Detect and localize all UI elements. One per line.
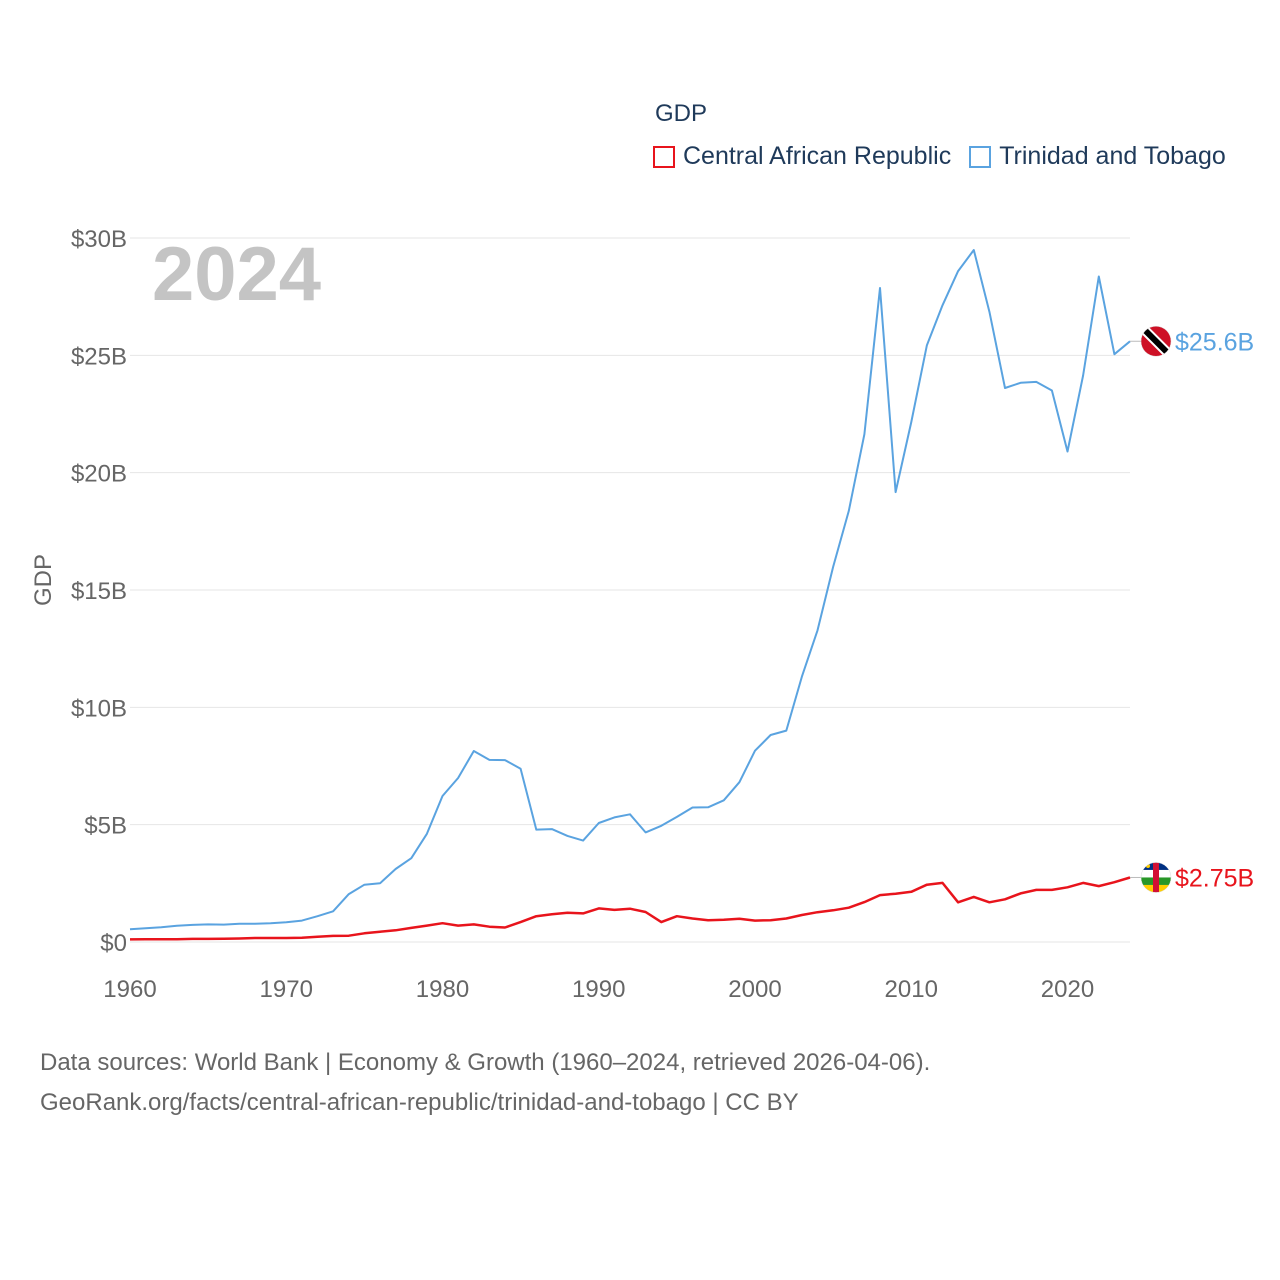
y-tick-label: $5B bbox=[84, 813, 127, 840]
x-tick-label: 1980 bbox=[416, 976, 469, 1003]
sources-line-2[interactable]: GeoRank.org/facts/central-african-republ… bbox=[40, 1089, 799, 1116]
flag-outline bbox=[1140, 326, 1172, 357]
legend: Central African Republic Trinidad and To… bbox=[653, 142, 1244, 171]
series-line bbox=[129, 876, 1131, 941]
legend-swatch-central-african-republic bbox=[653, 145, 675, 168]
x-tick-label: 1960 bbox=[103, 976, 156, 1003]
end-value-label: $2.75B bbox=[1175, 864, 1254, 892]
year-label: 2024 bbox=[152, 232, 321, 317]
legend-item-trinidad-and-tobago[interactable]: Trinidad and Tobago bbox=[969, 142, 1226, 171]
y-tick-label: $0 bbox=[100, 930, 127, 957]
x-tick-label: 2020 bbox=[1041, 976, 1094, 1003]
data-sources: Data sources: World Bank | Economy & Gro… bbox=[40, 1043, 930, 1123]
y-axis-label: GDP bbox=[30, 554, 57, 606]
y-tick-label: $25B bbox=[71, 343, 127, 370]
y-tick-label: $10B bbox=[71, 695, 127, 722]
x-tick-label: 2000 bbox=[728, 976, 781, 1003]
legend-item-central-african-republic[interactable]: Central African Republic bbox=[653, 142, 951, 171]
x-tick-label: 1990 bbox=[572, 976, 625, 1003]
x-tick-label: 1970 bbox=[260, 976, 313, 1003]
legend-title: GDP bbox=[655, 100, 708, 127]
y-tick-label: $20B bbox=[71, 461, 127, 488]
legend-label: Central African Republic bbox=[683, 142, 952, 170]
flag-stripe bbox=[1153, 862, 1159, 893]
sources-line-1: Data sources: World Bank | Economy & Gro… bbox=[40, 1049, 931, 1076]
y-tick-label: $30B bbox=[71, 226, 127, 253]
legend-label: Trinidad and Tobago bbox=[999, 142, 1226, 170]
y-tick-label: $15B bbox=[71, 578, 127, 605]
series-line bbox=[129, 249, 1131, 931]
x-tick-label: 2010 bbox=[885, 976, 938, 1003]
flag-outline bbox=[1140, 862, 1172, 893]
end-value-label: $25.6B bbox=[1175, 328, 1254, 356]
trinidad-and-tobago-flag-icon bbox=[1141, 326, 1171, 357]
legend-swatch-trinidad-and-tobago bbox=[969, 145, 992, 168]
